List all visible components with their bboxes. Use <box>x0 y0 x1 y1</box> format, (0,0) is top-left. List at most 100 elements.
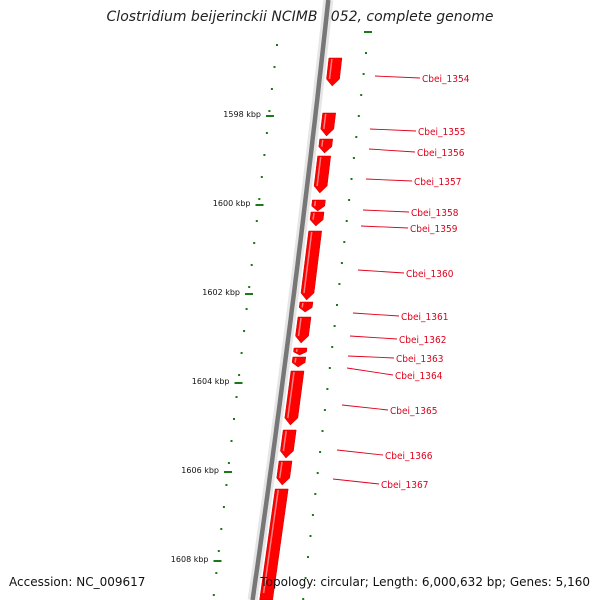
gene-leader-line <box>369 128 417 132</box>
guide-dot <box>302 598 305 600</box>
minor-tick <box>248 286 251 288</box>
minor-tick <box>215 572 218 574</box>
gene-arrow-highlight <box>262 489 279 594</box>
gene-arrow <box>280 429 297 459</box>
kbp-tick-label: 1604 kbp <box>192 377 230 386</box>
guide-dot <box>343 241 346 243</box>
minor-tick <box>235 396 238 398</box>
gene-labels: Cbei_1354 Cbei_1355 Cbei_1356 Cbei_1357 Cbei… <box>332 74 470 491</box>
guide-dot <box>314 493 317 495</box>
minor-tick <box>245 308 248 310</box>
gene-arrow <box>295 316 312 344</box>
gene-label: Cbei_1365 <box>390 406 437 417</box>
gene-arrow-highlight <box>282 430 287 452</box>
guide-dot <box>357 115 360 117</box>
kbp-minor-ticks <box>212 44 278 596</box>
gene-arrow-highlight <box>301 302 304 308</box>
minor-tick <box>240 352 243 354</box>
kbp-ticks: 1598 kbp 1600 kbp 1602 kbp 1604 kbp 1606 kbp… <box>171 110 274 564</box>
gene-arrow-highlight <box>297 317 302 337</box>
guide-dot <box>352 157 355 159</box>
guide-dot <box>323 409 326 411</box>
minor-tick <box>253 242 256 244</box>
gene-arrow-highlight <box>323 113 327 130</box>
gene-arrow <box>309 211 325 227</box>
guide-dot <box>307 556 309 558</box>
gene-arrow <box>276 460 293 486</box>
gene-guide-dots <box>302 31 372 600</box>
gene-arrow-highlight <box>321 139 324 147</box>
gene-arrow-highlight <box>278 461 283 479</box>
minor-tick <box>220 528 223 530</box>
guide-dot <box>321 430 324 432</box>
gene-arrow <box>291 356 307 368</box>
guide-dot <box>309 535 312 537</box>
guide-dot <box>331 346 334 348</box>
guide-dot <box>340 262 343 264</box>
gene-label: Cbei_1354 <box>422 74 470 85</box>
guide-dot <box>345 220 348 222</box>
genome-backbone <box>247 0 334 600</box>
kbp-tick-label: 1606 kbp <box>181 466 219 475</box>
gene-leader-line <box>346 367 394 376</box>
gene-label: Cbei_1361 <box>401 312 448 323</box>
minor-tick <box>276 44 278 46</box>
guide-dot <box>365 52 367 54</box>
gene-arrow <box>326 57 343 87</box>
guide-dot <box>336 304 338 306</box>
gene-leader-line <box>336 449 384 456</box>
guide-dot <box>328 367 331 369</box>
minor-tick <box>227 462 230 464</box>
guide-dot <box>333 325 336 327</box>
gene-arrow-highlight <box>287 371 295 419</box>
gene-leader-line <box>341 404 389 411</box>
genome-summary: Topology: circular; Length: 6,000,632 bp… <box>260 575 590 589</box>
gene-arrow-highlight <box>313 200 317 207</box>
gene-arrow-highlight <box>316 156 322 187</box>
gene-features <box>259 57 343 600</box>
minor-tick <box>270 88 273 90</box>
minor-tick <box>258 198 261 200</box>
gene-arrow <box>318 138 333 154</box>
gene-label: Cbei_1367 <box>381 480 428 491</box>
gene-leader-line <box>365 178 413 182</box>
kbp-tick-label: 1598 kbp <box>223 110 261 119</box>
gene-arrow <box>284 370 305 426</box>
gene-leader-line <box>349 335 398 340</box>
guide-dot <box>350 178 353 180</box>
gene-arrow-highlight <box>312 212 315 220</box>
backbone-line <box>250 0 331 600</box>
minor-tick <box>263 154 266 156</box>
gene-arrow-highlight <box>294 357 297 363</box>
guide-dot <box>326 388 329 390</box>
minor-tick <box>233 418 235 420</box>
accession-label: Accession: NC_009617 <box>9 575 146 589</box>
guide-dot <box>360 94 363 96</box>
map-title: Clostridium beijerinckii NCIMB 8052, com… <box>106 9 494 25</box>
gene-label: Cbei_1364 <box>395 371 443 382</box>
gene-leader-line <box>360 225 409 229</box>
guide-dot <box>338 283 341 285</box>
minor-tick <box>250 264 253 266</box>
gene-leader-line <box>332 478 380 485</box>
gene-arrow <box>298 301 314 313</box>
minor-tick <box>265 132 268 134</box>
minor-tick <box>238 374 241 376</box>
guide-dot <box>348 199 351 201</box>
minor-tick <box>255 220 258 222</box>
kbp-tick-label: 1602 kbp <box>202 288 240 297</box>
gene-arrow-highlight <box>295 348 298 352</box>
gene-label: Cbei_1362 <box>399 335 446 346</box>
gene-arrow <box>293 347 308 356</box>
gene-leader-line <box>352 312 400 317</box>
gene-label: Cbei_1357 <box>414 177 461 188</box>
gene-leader-line <box>347 355 395 359</box>
minor-tick <box>268 110 271 112</box>
minor-tick <box>260 176 263 178</box>
gene-label: Cbei_1358 <box>411 208 459 219</box>
gene-leader-line <box>362 209 410 213</box>
minor-tick <box>217 550 220 552</box>
gene-label: Cbei_1355 <box>418 127 465 138</box>
gene-leader-line <box>368 148 416 153</box>
